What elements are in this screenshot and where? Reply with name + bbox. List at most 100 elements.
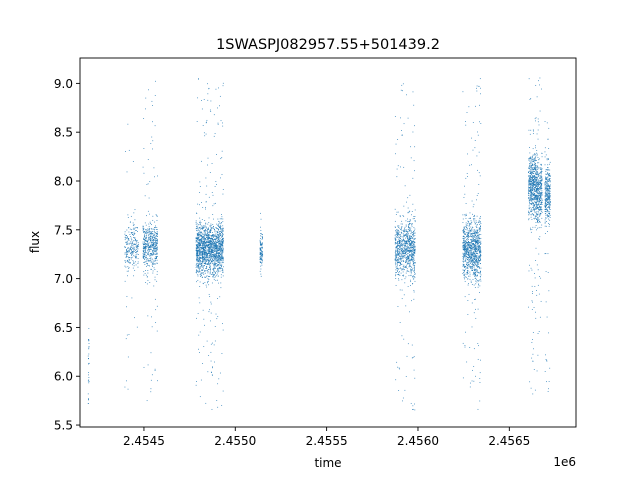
data-point <box>403 256 405 258</box>
data-point <box>222 241 224 243</box>
data-point <box>222 230 223 232</box>
data-point <box>473 248 475 250</box>
data-point <box>395 262 397 264</box>
data-point <box>152 215 154 217</box>
data-point <box>88 377 90 378</box>
data-point <box>197 230 199 232</box>
data-point <box>143 255 144 257</box>
data-point <box>211 235 212 237</box>
data-point <box>127 261 129 262</box>
data-point <box>211 257 213 259</box>
data-point <box>212 236 214 238</box>
data-point <box>409 247 411 248</box>
data-point <box>405 243 406 245</box>
data-point <box>216 256 218 258</box>
data-point <box>403 249 405 251</box>
data-point <box>198 244 199 246</box>
data-point <box>474 244 476 246</box>
data-point <box>203 265 205 267</box>
data-point <box>218 241 219 243</box>
data-point <box>199 251 201 253</box>
data-point <box>476 270 478 272</box>
data-point <box>401 251 403 252</box>
data-point <box>206 185 208 187</box>
data-point <box>474 232 476 234</box>
data-point <box>200 272 202 274</box>
data-point <box>216 258 217 260</box>
data-point <box>402 251 404 253</box>
data-point <box>208 242 210 243</box>
data-point <box>478 272 480 274</box>
data-point <box>410 157 412 159</box>
data-point <box>471 255 473 257</box>
data-point <box>401 241 403 242</box>
data-point <box>464 260 466 262</box>
data-point <box>155 232 157 234</box>
data-point <box>404 253 406 254</box>
data-point <box>199 224 201 225</box>
data-point <box>529 203 531 205</box>
data-point <box>410 259 412 261</box>
data-point <box>405 233 407 235</box>
data-point <box>210 243 211 245</box>
data-point <box>478 241 480 243</box>
data-point <box>143 245 145 247</box>
data-point <box>472 260 473 262</box>
data-point <box>535 317 537 319</box>
data-point <box>125 237 127 239</box>
data-point <box>468 252 470 254</box>
data-point <box>534 277 536 279</box>
data-point <box>217 224 219 226</box>
data-point <box>532 164 533 166</box>
data-point <box>480 253 482 255</box>
data-point <box>201 228 203 229</box>
data-point <box>219 247 221 249</box>
data-point <box>402 239 404 241</box>
data-point <box>217 298 219 299</box>
data-point <box>470 245 472 247</box>
data-point <box>198 237 200 238</box>
data-point <box>204 263 205 265</box>
data-point <box>414 238 415 240</box>
data-point <box>529 206 531 208</box>
data-point <box>475 308 476 310</box>
data-point <box>203 230 205 232</box>
data-point <box>530 188 532 190</box>
data-point <box>469 273 471 275</box>
data-point <box>207 164 208 166</box>
data-point <box>217 231 219 233</box>
data-point <box>203 262 205 264</box>
data-point <box>211 238 213 240</box>
data-point <box>219 257 221 259</box>
data-point <box>471 164 472 166</box>
data-point <box>394 238 396 240</box>
data-point <box>202 227 203 229</box>
data-point <box>402 256 404 258</box>
data-point <box>401 245 403 247</box>
data-point <box>146 257 147 258</box>
data-point <box>532 207 534 208</box>
data-point <box>394 258 396 260</box>
data-point <box>475 229 477 231</box>
data-point <box>465 243 466 245</box>
data-point <box>124 239 126 241</box>
data-point <box>534 197 535 199</box>
data-point <box>217 268 218 270</box>
data-point <box>155 309 157 311</box>
data-point <box>479 382 481 383</box>
data-point <box>466 261 468 263</box>
data-point <box>149 236 151 238</box>
data-point <box>135 257 137 259</box>
data-point <box>529 264 531 266</box>
data-point <box>199 286 201 287</box>
data-point <box>479 221 481 223</box>
data-point <box>477 235 479 237</box>
data-point <box>405 305 407 307</box>
data-point <box>395 379 397 381</box>
data-point <box>135 230 137 231</box>
data-point <box>469 256 470 258</box>
data-point <box>127 254 128 255</box>
data-point <box>465 253 467 255</box>
data-point <box>211 249 213 251</box>
data-point <box>211 254 213 255</box>
